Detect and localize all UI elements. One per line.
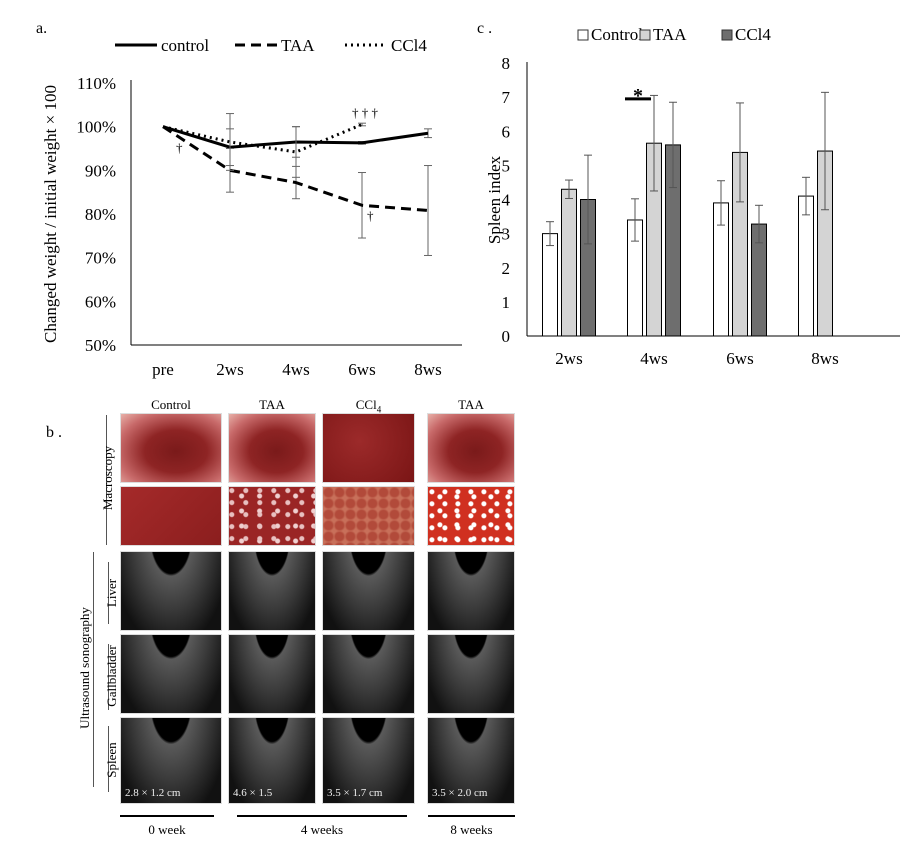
- series-line-CCl4: [162, 123, 363, 154]
- x-tick-label: 8ws: [414, 360, 441, 379]
- gallbladder-ultrasound-image: [120, 634, 222, 714]
- macroscopy-photo-image: [228, 413, 316, 483]
- gallbladder-bracket: [108, 644, 109, 710]
- macroscopy-photo-image: [120, 413, 222, 483]
- bar-TAA-2ws: [561, 188, 577, 337]
- y-tick-label: 5: [502, 156, 511, 175]
- significance-dagger: †: [176, 140, 183, 155]
- panel-c-label: c .: [477, 20, 493, 37]
- spleen-measurement: 3.5 × 1.7 cm: [327, 787, 383, 799]
- column-header-ccl4: CCl4: [322, 397, 415, 415]
- macroscopy-closeup-image: [322, 486, 415, 546]
- gallbladder-ultrasound-image: [427, 634, 515, 714]
- row-label-spleen: Spleen: [104, 742, 119, 778]
- x-tick-label: pre: [152, 360, 174, 379]
- row-label-macroscopy: Macroscopy: [100, 445, 115, 511]
- liver-ultrasound-image: [228, 551, 316, 631]
- y-axis-label: Spleen index: [485, 155, 504, 244]
- x-tick-label: 6ws: [726, 349, 753, 368]
- timepoint-bar-0w: [120, 815, 214, 817]
- timepoint-8-weeks: 8 weeks: [450, 822, 493, 837]
- gallbladder-ultrasound-image: [322, 634, 415, 714]
- column-header-taa: TAA: [259, 397, 285, 412]
- spleen-bracket: [108, 726, 109, 792]
- liver-ultrasound-image: [427, 551, 515, 631]
- ccl-text: CCl: [355, 397, 377, 412]
- significance-dagger: †: [367, 208, 374, 223]
- y-tick-label: 100%: [76, 118, 116, 137]
- macroscopy-closeup-image: [120, 486, 222, 546]
- y-tick-label: 6: [502, 122, 511, 141]
- x-tick-label: 4ws: [640, 349, 667, 368]
- y-tick-label: 7: [502, 88, 511, 107]
- y-tick-label: 8: [502, 54, 511, 73]
- spleen-ultrasound-image: 3.5 × 1.7 cm: [322, 717, 415, 804]
- spleen-ultrasound-image: 4.6 × 1.5: [228, 717, 316, 804]
- liver-ultrasound-image: [120, 551, 222, 631]
- y-axis-label: Changed weight / initial weight × 100: [41, 85, 60, 343]
- y-tick-label: 50%: [85, 336, 116, 355]
- y-tick-label: 110%: [77, 74, 116, 93]
- macroscopy-photo-image: [427, 413, 515, 483]
- legend-label-CCl4: CCl4: [735, 25, 771, 44]
- macroscopy-closeup-image: [427, 486, 515, 546]
- significance-asterisk: *: [633, 85, 643, 107]
- liver-ultrasound-image: [322, 551, 415, 631]
- spleen-ultrasound-image: 2.8 × 1.2 cm: [120, 717, 222, 804]
- bar-Control-8ws: [798, 195, 814, 337]
- gallbladder-ultrasound-image: [228, 634, 316, 714]
- y-tick-label: 0: [502, 327, 511, 346]
- significance-dagger: † † †: [352, 105, 379, 120]
- timepoint-bar-4w: [237, 815, 407, 817]
- panel-a-label: a.: [36, 20, 48, 37]
- x-tick-label: 2ws: [216, 360, 243, 379]
- y-tick-label: 80%: [85, 205, 116, 224]
- macroscopy-closeup-image: [228, 486, 316, 546]
- y-tick-label: 3: [502, 225, 511, 244]
- column-header-control: Control: [151, 397, 191, 412]
- ultrasound-bracket: [93, 552, 94, 787]
- bar-Control-2ws: [542, 233, 558, 337]
- legend-label-control: control: [161, 36, 209, 55]
- column-header-taa-8w: TAA: [458, 397, 484, 412]
- legend-label-TAA: TAA: [653, 25, 687, 44]
- timepoint-4-weeks: 4 weeks: [300, 822, 344, 837]
- spleen-measurement: 2.8 × 1.2 cm: [125, 787, 181, 799]
- y-tick-label: 2: [502, 259, 511, 278]
- series-line-TAA: [162, 125, 429, 213]
- liver-bracket: [108, 562, 109, 624]
- spleen-ultrasound-image: 3.5 × 2.0 cm: [427, 717, 515, 804]
- x-tick-label: 8ws: [811, 349, 838, 368]
- y-tick-label: 70%: [85, 249, 116, 268]
- spleen-measurement: 4.6 × 1.5: [233, 787, 273, 799]
- legend-swatch-Control: [577, 29, 589, 41]
- legend-label-Control: Control: [591, 25, 643, 44]
- ccl-subscript: 4: [376, 404, 382, 415]
- spleen-index-bar-chart: 0 1 2 3 4 5 6 7 8 2ws 4ws 6ws 8ws Spleen index Control…: [485, 25, 900, 368]
- y-tick-label: 4: [502, 191, 511, 210]
- y-tick-label: 90%: [85, 161, 116, 180]
- legend-label-CCl4: CCl4: [391, 36, 427, 55]
- row-label-ultrasound: Ultrasound sonography: [77, 607, 92, 729]
- macroscopy-bracket: [106, 415, 107, 545]
- legend-swatch-TAA: [639, 29, 651, 41]
- row-label-gallbladder: Gallbladder: [104, 645, 119, 707]
- row-label-liver: Liver: [104, 578, 119, 608]
- spleen-measurement: 3.5 × 2.0 cm: [432, 787, 488, 799]
- weight-line-chart: 50% 60% 70% 80% 90% 100% 110% pre 2ws 4ws 6ws 8ws Ch…: [41, 36, 462, 379]
- y-tick-label: 1: [502, 293, 511, 312]
- legend-label-TAA: TAA: [281, 36, 315, 55]
- x-tick-label: 4ws: [282, 360, 309, 379]
- x-tick-label: 2ws: [555, 349, 582, 368]
- y-tick-label: 60%: [85, 292, 116, 311]
- macroscopy-photo-image: [322, 413, 415, 483]
- timepoint-bar-8w: [428, 815, 515, 817]
- legend-swatch-CCl4: [721, 29, 733, 41]
- panel-b-label: b .: [46, 424, 62, 441]
- x-tick-label: 6ws: [348, 360, 375, 379]
- timepoint-0-week: 0 week: [148, 822, 186, 837]
